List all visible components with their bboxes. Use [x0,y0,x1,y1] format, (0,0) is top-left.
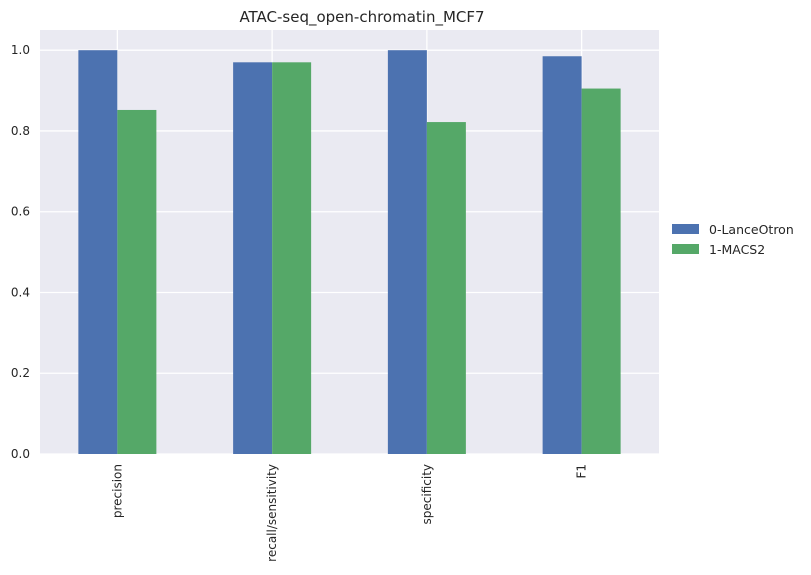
bar-0-lanceotron-1 [233,62,273,455]
legend-label: 0-LanceOtron [709,222,794,237]
legend-swatch [672,224,699,234]
bar-1-macs2-3 [581,88,621,455]
bar-1-macs2-0 [117,109,157,454]
chart-title: ATAC-seq_open-chromatin_MCF7 [239,8,484,27]
bar-0-lanceotron-0 [78,50,118,454]
y-tick-label: 0.2 [11,366,30,380]
y-tick-label: 0.4 [11,285,30,299]
legend-label: 1-MACS2 [709,242,765,257]
x-tick-label: specificity [420,464,434,524]
bar-1-macs2-1 [272,62,312,455]
y-tick-label: 1.0 [11,43,30,57]
y-tick-label: 0.0 [11,447,30,461]
x-tick-label: F1 [575,464,589,479]
bar-0-lanceotron-2 [387,50,427,454]
bar-1-macs2-2 [426,122,466,454]
x-tick-label: recall/sensitivity [265,464,279,562]
y-tick-label: 0.8 [11,124,30,138]
y-axis: 0.0 0.2 0.4 0.6 0.8 1.0 [11,43,30,461]
legend: 0-LanceOtron 1-MACS2 [672,222,794,257]
y-tick-label: 0.6 [11,205,30,219]
bars [78,50,621,455]
legend-swatch [672,244,699,254]
x-axis: precision recall/sensitivity specificity F1 [110,464,588,562]
bar-0-lanceotron-3 [542,56,582,454]
x-tick-label: precision [110,464,124,518]
